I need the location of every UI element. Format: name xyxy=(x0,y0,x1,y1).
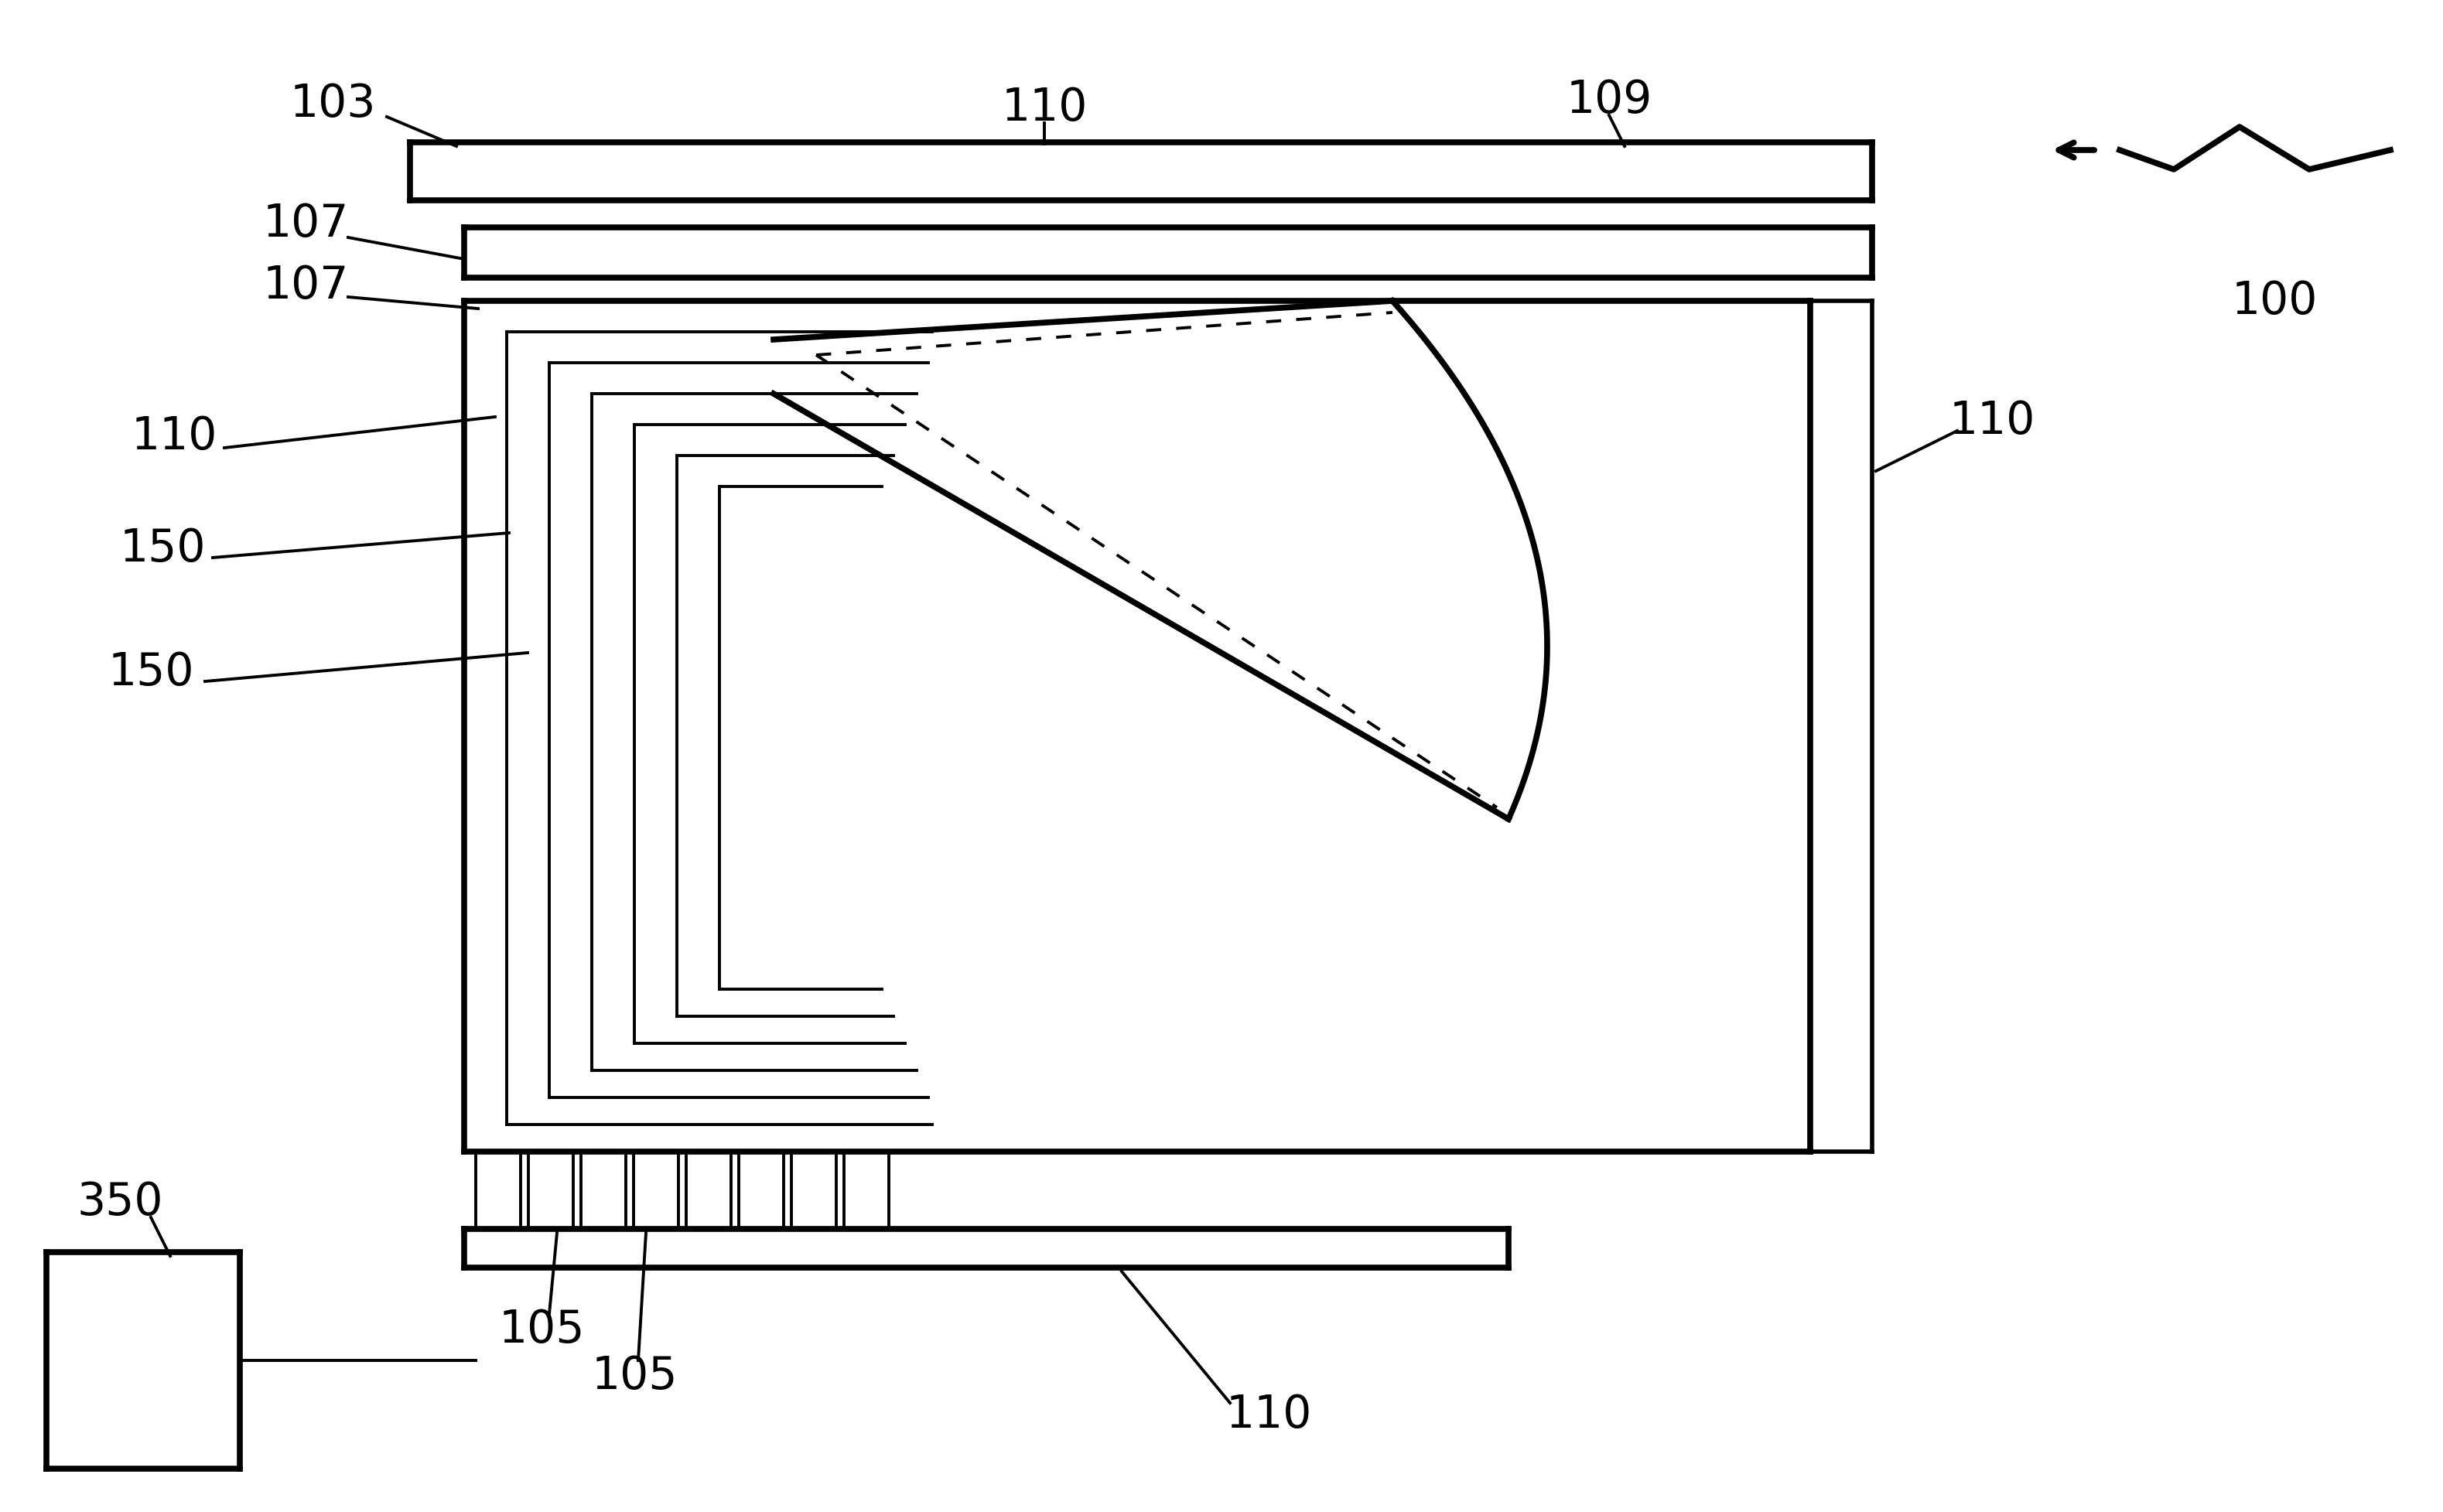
Bar xyxy=(738,1152,784,1229)
Text: 350: 350 xyxy=(76,1179,164,1225)
Text: 110: 110 xyxy=(132,414,217,458)
Bar xyxy=(633,1152,679,1229)
Text: 100: 100 xyxy=(2230,280,2318,324)
Bar xyxy=(528,1152,574,1229)
Text: 107: 107 xyxy=(261,203,349,246)
Text: 110: 110 xyxy=(1226,1393,1312,1436)
Text: 150: 150 xyxy=(120,526,205,572)
Bar xyxy=(686,1152,730,1229)
Bar xyxy=(843,1152,889,1229)
Text: 107: 107 xyxy=(261,265,349,308)
Text: 109: 109 xyxy=(1566,79,1651,122)
Bar xyxy=(476,1152,520,1229)
Text: 105: 105 xyxy=(498,1308,584,1352)
Text: 105: 105 xyxy=(591,1353,677,1399)
Text: 110: 110 xyxy=(1002,86,1087,130)
Bar xyxy=(792,1152,836,1229)
Text: 150: 150 xyxy=(107,650,193,694)
Text: 110: 110 xyxy=(1950,399,2035,443)
Bar xyxy=(581,1152,625,1229)
Text: 103: 103 xyxy=(291,82,376,127)
